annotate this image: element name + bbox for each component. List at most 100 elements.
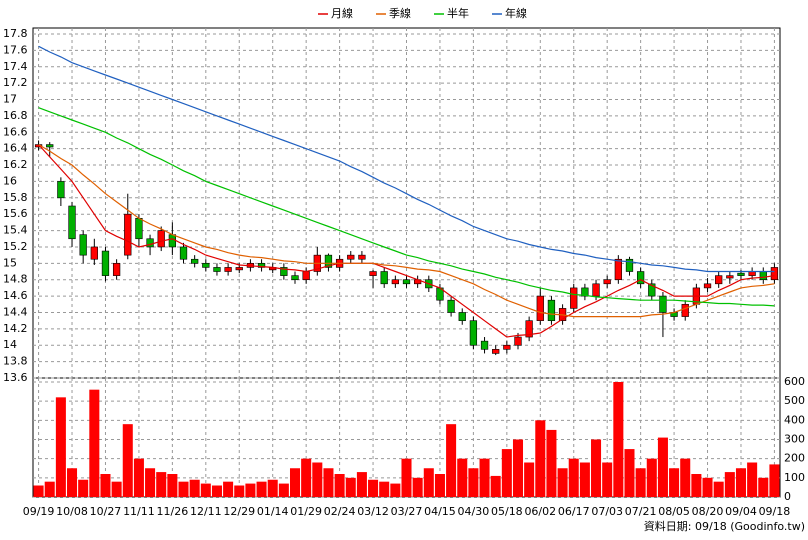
volume-bar [546, 429, 557, 497]
volume-bar [512, 439, 524, 497]
volume-bar [613, 382, 624, 497]
x-tick-label: 03/12 [357, 505, 389, 518]
volume-bar [446, 424, 457, 497]
volume-bar [747, 462, 758, 497]
volume-bar [691, 474, 702, 497]
x-tick-label: 11/11 [123, 505, 155, 518]
x-tick-label: 09/19 [23, 505, 55, 518]
volume-bar [323, 468, 334, 497]
candle-body [146, 238, 154, 248]
y-tick-label: 17 [3, 93, 17, 106]
candle-body [402, 279, 411, 285]
volume-bar [345, 477, 356, 497]
volume-bar [557, 468, 568, 497]
volume-bar [189, 479, 200, 497]
candle-body [191, 258, 199, 264]
candle-body [514, 336, 522, 346]
candle-body [213, 267, 221, 272]
volume-bar [657, 437, 668, 497]
volume-bar [501, 449, 512, 497]
candle-body [135, 217, 143, 240]
volume-bar [635, 468, 646, 497]
ma-line [38, 45, 775, 273]
volume-bar [468, 468, 479, 497]
legend-label: 半年 [447, 6, 469, 20]
y-tick-label: 16.2 [3, 158, 28, 171]
y-tick-label: 16.6 [3, 125, 28, 138]
candle-body [581, 287, 589, 297]
volume-bar [289, 468, 301, 497]
y-tick-label: 13.6 [3, 371, 28, 384]
candle-body [737, 272, 745, 276]
candle-body [492, 349, 500, 354]
volume-bar [44, 481, 55, 497]
x-tick-label: 01/14 [257, 505, 289, 518]
candle-body [726, 275, 734, 279]
volume-bar [724, 472, 735, 497]
candle-body [447, 299, 455, 313]
y2-tick-label: 100 [784, 471, 805, 484]
y-tick-label: 15 [3, 256, 17, 269]
candle-body [625, 258, 634, 272]
volume-bar [145, 468, 156, 497]
volume-bar [211, 485, 222, 497]
candle-body [503, 344, 511, 350]
x-tick-label: 12/29 [223, 505, 255, 518]
candle-body [347, 254, 355, 260]
candle-body [614, 258, 622, 281]
y2-tick-label: 0 [784, 490, 791, 503]
volume-bar [591, 439, 602, 497]
volume-bar [234, 485, 245, 497]
y-tick-label: 13.8 [3, 355, 28, 368]
volume-bar [368, 479, 379, 497]
candle-body [480, 340, 489, 350]
volume-bar [55, 397, 66, 497]
y-tick-label: 15.6 [3, 207, 28, 220]
candle-body [770, 267, 779, 281]
candle-body [547, 299, 556, 321]
volume-bar [390, 483, 401, 497]
candle-body [280, 267, 288, 276]
candle-body [391, 279, 399, 285]
candle-body [257, 263, 266, 268]
candle-body [570, 287, 578, 309]
volume-bar [735, 468, 746, 497]
volume-bar [579, 462, 590, 497]
volume-bar [200, 483, 211, 497]
y-tick-label: 17.6 [3, 43, 28, 56]
volume-bar [680, 458, 691, 497]
volume-bar [133, 458, 144, 497]
volume-bar [334, 474, 345, 497]
candle-body [168, 234, 177, 248]
candle-body [101, 250, 110, 276]
x-tick-label: 08/05 [658, 505, 690, 518]
x-tick-label: 03/27 [391, 505, 423, 518]
volume-bar [256, 481, 267, 497]
volume-bar [178, 481, 189, 497]
volume-bar [423, 468, 434, 497]
y-tick-label: 15.4 [3, 224, 28, 237]
volume-bar [457, 458, 468, 497]
y-tick-label: 17.8 [3, 27, 28, 40]
volume-bar [758, 477, 769, 497]
x-tick-label: 10/27 [90, 505, 122, 518]
volume-bar [624, 449, 635, 497]
volume-bar [33, 485, 44, 497]
ma-line [38, 107, 775, 307]
x-tick-label: 11/26 [157, 505, 189, 518]
candle-body [525, 320, 533, 338]
volume-bar [167, 474, 178, 497]
candle-body [703, 283, 712, 289]
volume-bar [312, 462, 323, 497]
candle-body [536, 295, 544, 321]
candle-body [79, 234, 87, 256]
candle-body [358, 254, 366, 260]
volume-bar [568, 458, 579, 497]
y-tick-label: 16 [3, 174, 17, 187]
legend-label: 季線 [389, 6, 411, 20]
candle-body [648, 283, 656, 297]
candle-body [302, 271, 310, 281]
volume-bar [434, 474, 445, 497]
volume-bar [278, 483, 289, 497]
candle-body [46, 144, 54, 148]
